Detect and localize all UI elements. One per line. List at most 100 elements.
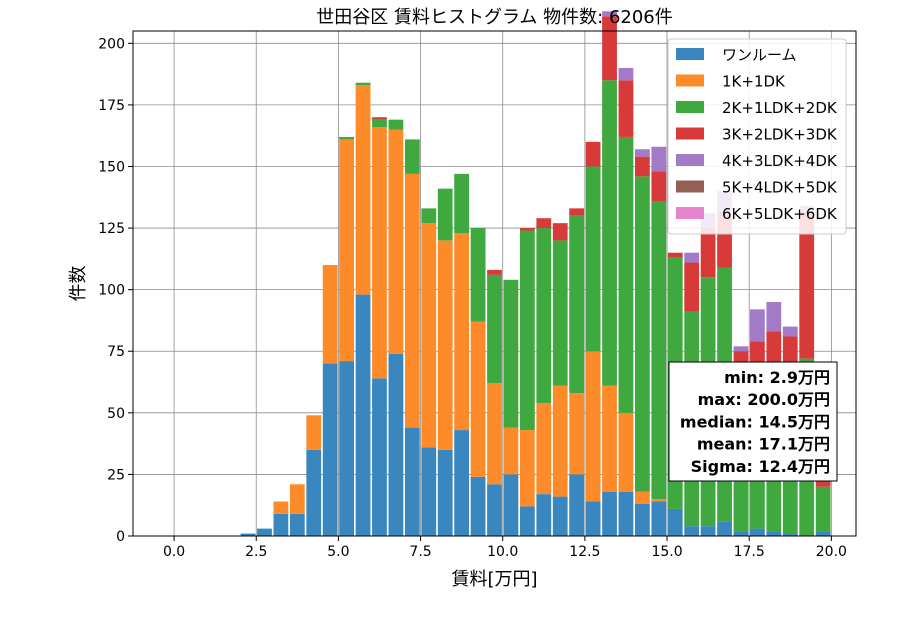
bar-segment <box>536 228 552 403</box>
bar-segment <box>569 393 585 475</box>
y-tick-label: 175 <box>98 98 125 114</box>
bar-segment <box>799 210 815 359</box>
bar-segment <box>487 274 502 384</box>
y-tick-label: 50 <box>107 406 125 422</box>
bar-segment <box>602 16 617 81</box>
y-tick-label: 0 <box>116 529 125 545</box>
legend-label: 5K+4LDK+5DK <box>722 179 838 197</box>
bar-segment <box>651 171 667 201</box>
bar-segment <box>339 139 355 362</box>
legend-swatch <box>676 101 704 113</box>
bar-segment <box>306 415 322 450</box>
bar-segment <box>602 385 617 492</box>
bar-segment <box>585 351 601 502</box>
bar-segment <box>372 117 387 120</box>
bar-segment <box>503 279 519 428</box>
bar-segment <box>733 531 749 536</box>
bar-segment <box>585 166 601 352</box>
bar-segment <box>421 447 437 536</box>
bar-segment <box>519 430 535 507</box>
y-tick-label: 75 <box>107 344 125 360</box>
legend-swatch <box>676 207 704 219</box>
bar-segment <box>634 491 650 504</box>
bar-segment <box>569 215 585 394</box>
legend: ワンルーム 1K+1DK 2K+1LDK+2DK 3K+2LDK+3DK 4K+3LDK… <box>667 38 847 235</box>
plot-frame <box>132 30 857 537</box>
bar-segment <box>700 228 716 278</box>
y-tick-label: 200 <box>98 36 125 52</box>
bar-segment <box>634 149 650 157</box>
bar-segment <box>618 491 634 536</box>
bar-segment <box>618 136 634 413</box>
stats-line: Sigma: 12.4万円 <box>691 457 830 476</box>
y-tick-label: 100 <box>98 283 125 299</box>
bar-segment <box>684 262 700 312</box>
bar-segment <box>355 294 371 536</box>
bar-segment <box>569 474 585 536</box>
bar-segment <box>634 156 650 177</box>
bar-segment <box>257 528 272 536</box>
bar-segment <box>404 427 420 536</box>
bar-segment <box>306 449 322 536</box>
bar-segment <box>634 503 650 536</box>
bar-segment <box>454 173 470 233</box>
legend-swatch <box>676 180 704 193</box>
bar-segment <box>454 430 470 536</box>
legend-label: 2K+1LDK+2DK <box>722 99 838 117</box>
bar-segment <box>404 173 420 428</box>
bar-segment <box>470 228 486 322</box>
bar-segment <box>602 491 617 536</box>
bar-segment <box>651 146 667 172</box>
bar-segment <box>634 176 650 492</box>
bar-segment <box>372 378 387 536</box>
x-tick-label: 2.5 <box>245 544 267 560</box>
x-tick-label: 17.5 <box>734 544 765 560</box>
bar-segment <box>240 533 256 536</box>
bar-segment <box>289 484 305 514</box>
bar-segment <box>750 528 765 536</box>
x-tick-label: 10.0 <box>487 544 518 560</box>
bar-segment <box>388 129 404 354</box>
stats-box-frame <box>668 361 838 482</box>
bar-segment <box>651 200 667 500</box>
stats-line: mean: 17.1万円 <box>697 435 830 454</box>
bar-segment <box>766 301 782 332</box>
y-tick-label: 150 <box>98 159 125 175</box>
bar-segment <box>421 208 437 224</box>
bar-segment <box>684 526 700 536</box>
bar-segment <box>536 402 552 495</box>
bar-segment <box>766 531 782 536</box>
bar-segment <box>289 513 305 536</box>
legend-swatch <box>676 127 704 140</box>
bar-segment <box>437 449 453 536</box>
bar-segment <box>421 223 437 448</box>
bar-segment <box>503 427 519 475</box>
bar-segment <box>585 501 601 536</box>
bar-segment <box>519 506 535 536</box>
bar-segment <box>651 499 667 502</box>
chart-title: 世田谷区 賃料ヒストグラム 物件数: 6206件 <box>316 7 673 28</box>
bar-segment <box>651 501 667 536</box>
bar-segment <box>602 11 617 17</box>
ticks: 0.0 2.5 5.0 7.5 10.0 12.5 15.0 17.5 20.0 0 25 50 75 1… <box>98 36 847 560</box>
bar-segment <box>339 136 355 140</box>
x-axis-label: 賃料[万円] <box>451 569 537 590</box>
bar-segment <box>339 361 355 536</box>
bar-segment <box>388 119 404 130</box>
legend-swatch <box>676 48 704 60</box>
bar-segment <box>667 508 683 536</box>
bar-segment <box>404 139 420 174</box>
y-tick-label: 25 <box>107 467 125 483</box>
bar-segment <box>667 252 683 258</box>
bar-segment <box>487 269 502 275</box>
bar-segment <box>815 531 831 536</box>
bar-segment <box>684 252 700 263</box>
bar-segment <box>372 127 387 379</box>
bar-segment <box>355 82 371 86</box>
bar-segment <box>273 513 289 536</box>
legend-label: 4K+3LDK+4DK <box>722 152 838 170</box>
bar-segment <box>618 80 634 137</box>
bar-segment <box>372 119 387 128</box>
